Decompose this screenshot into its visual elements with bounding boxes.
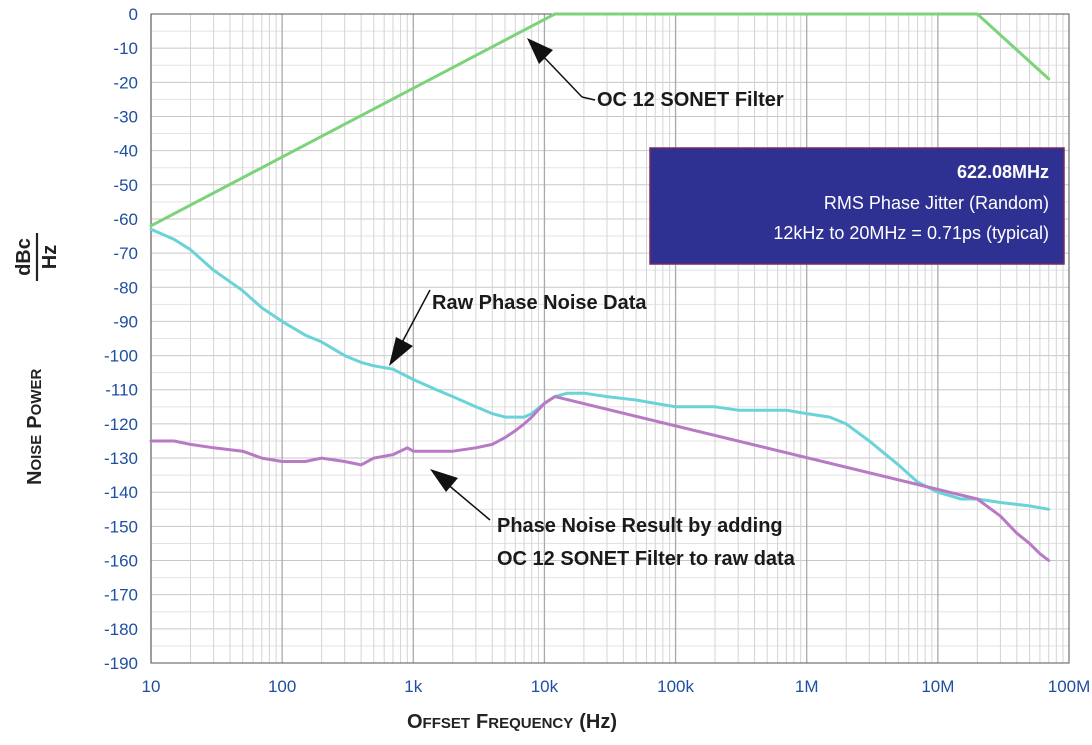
x-tick-labels: 10 100 1k 10k 100k 1M 10M 100M: [142, 677, 1091, 696]
annotation-result-text-line1: Phase Noise Result by adding: [497, 515, 783, 537]
y-tick-label: -60: [113, 210, 138, 229]
annotation-raw-arrowhead: [389, 337, 413, 366]
x-tick-label: 10k: [531, 677, 559, 696]
info-box-background: [649, 147, 1065, 265]
annotation-raw-text: Raw Phase Noise Data: [432, 292, 647, 314]
y-tick-label: -30: [113, 107, 138, 126]
y-tick-labels: 0 -10 -20 -30 -40 -50 -60 -70 -80 -90 -100 -110 -120…: [104, 5, 138, 673]
y-tick-label: -110: [105, 381, 138, 400]
y-tick-label: -170: [104, 586, 138, 605]
y-axis-unit-denominator: Hz: [39, 245, 61, 269]
annotation-raw-leader: [397, 289, 431, 351]
y-tick-label: 0: [129, 5, 138, 24]
y-axis-unit-numerator: dBc: [13, 238, 35, 276]
y-axis-title-text: NOISEPOWER: [24, 369, 46, 485]
y-tick-label: -20: [113, 73, 138, 92]
annotation-filter-arrowhead: [527, 38, 553, 64]
x-tick-label: 100k: [657, 677, 694, 696]
y-tick-label: -140: [104, 483, 138, 502]
y-tick-label: -160: [104, 552, 138, 571]
annotation-filter-leader: [539, 52, 583, 98]
annotation-raw: Raw Phase Noise Data: [389, 289, 647, 366]
x-tick-label: 10M: [921, 677, 954, 696]
y-tick-label: -150: [104, 517, 138, 536]
y-tick-label: -130: [104, 449, 138, 468]
x-tick-label: 100M: [1048, 677, 1091, 696]
annotation-result-text-line2: OC 12 SONET Filter to raw data: [497, 548, 796, 570]
x-tick-label: 1M: [795, 677, 819, 696]
x-tick-label: 100: [268, 677, 296, 696]
annotation-filter-text: OC 12 SONET Filter: [597, 89, 784, 111]
y-tick-label: -100: [104, 347, 138, 366]
y-tick-label: -190: [104, 654, 138, 673]
info-box-frequency: 622.08MHz: [957, 162, 1049, 182]
series-lines: [149, 12, 1051, 562]
x-tick-label: 10: [142, 677, 161, 696]
series-line-result: [149, 395, 1051, 562]
info-box-line3: 12kHz to 20MHz = 0.71ps (typical): [773, 223, 1049, 243]
y-tick-label: -40: [113, 142, 138, 161]
annotation-result-arrowhead: [430, 469, 458, 492]
y-tick-label: -10: [113, 39, 138, 58]
info-box: 622.08MHz RMS Phase Jitter (Random) 12kH…: [649, 147, 1065, 265]
y-axis-title: NOISEPOWER dBc Hz: [13, 233, 61, 485]
y-tick-label: -80: [113, 278, 138, 297]
y-tick-label: -120: [104, 415, 138, 434]
annotation-filter: OC 12 SONET Filter: [527, 38, 784, 111]
info-box-line2: RMS Phase Jitter (Random): [824, 193, 1049, 213]
y-tick-label: -70: [113, 244, 138, 263]
y-tick-label: -90: [113, 312, 138, 331]
series-line-filter: [149, 12, 1051, 228]
x-tick-label: 1k: [404, 677, 422, 696]
annotation-filter-tail: [581, 96, 596, 101]
x-axis-title: OFFSET FREQUENCY (Hz): [407, 711, 617, 733]
y-tick-label: -180: [104, 620, 138, 639]
annotation-result-leader: [445, 482, 491, 521]
annotation-result: Phase Noise Result by adding OC 12 SONET…: [430, 469, 796, 570]
y-tick-label: -50: [113, 176, 138, 195]
